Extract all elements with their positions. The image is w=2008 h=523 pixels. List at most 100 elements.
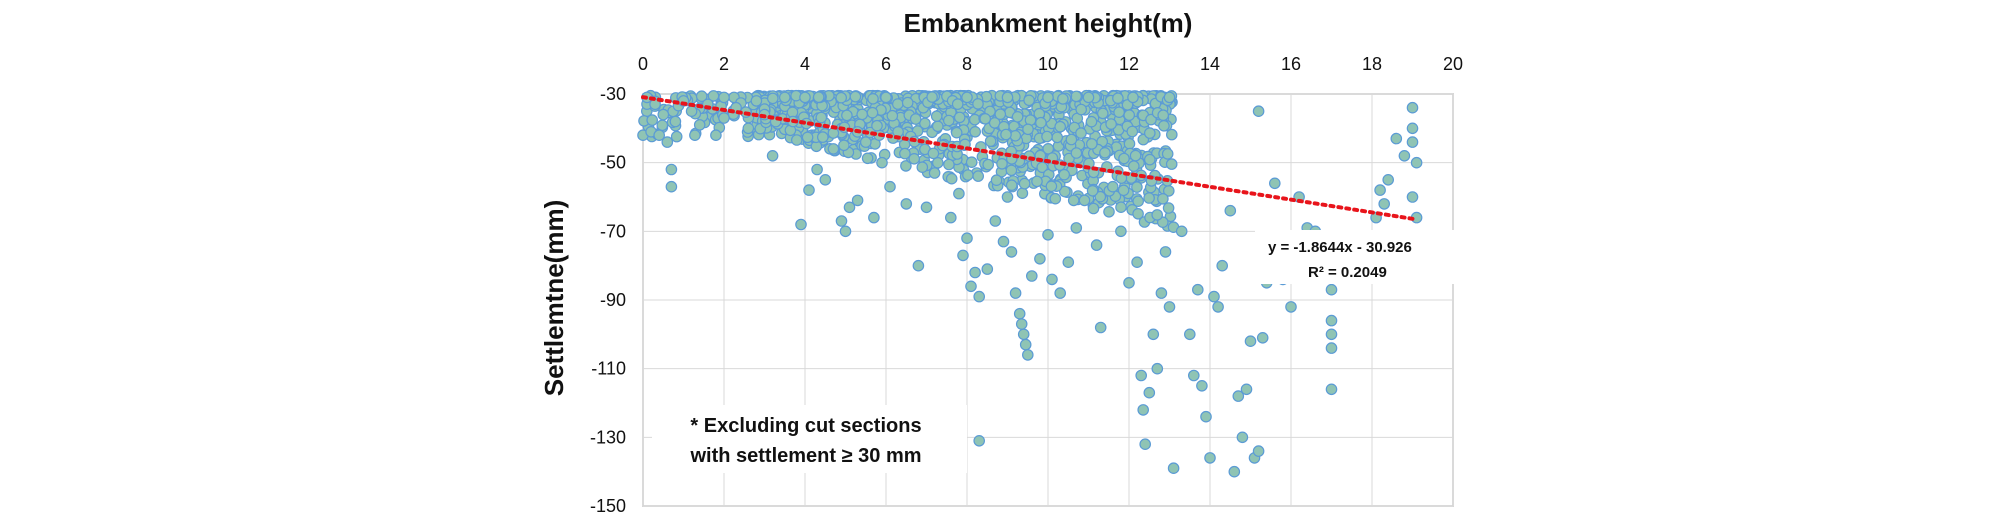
data-point bbox=[653, 129, 665, 141]
data-point bbox=[1118, 152, 1130, 165]
data-point bbox=[1117, 184, 1130, 197]
data-point bbox=[1167, 462, 1180, 474]
y-tick-label: -90 bbox=[600, 290, 626, 310]
data-point bbox=[1131, 181, 1143, 193]
data-point bbox=[1163, 301, 1176, 313]
data-point bbox=[1410, 156, 1423, 169]
data-point bbox=[1158, 120, 1170, 132]
data-point bbox=[1137, 404, 1149, 416]
data-point bbox=[1112, 92, 1124, 104]
data-point bbox=[953, 187, 965, 200]
data-point bbox=[1123, 137, 1136, 150]
data-point bbox=[861, 152, 874, 165]
data-point bbox=[1001, 191, 1014, 203]
x-tick-label: 14 bbox=[1200, 54, 1220, 74]
data-point bbox=[1406, 136, 1419, 148]
data-point bbox=[931, 120, 944, 133]
data-point bbox=[1382, 174, 1394, 186]
y-tick-label: -70 bbox=[600, 221, 626, 241]
data-point bbox=[931, 157, 944, 169]
data-point bbox=[1212, 301, 1224, 313]
data-point bbox=[1126, 125, 1139, 138]
data-point bbox=[1042, 143, 1054, 155]
x-tick-label: 12 bbox=[1119, 54, 1139, 74]
data-point bbox=[1147, 328, 1160, 341]
data-point bbox=[1144, 127, 1156, 139]
data-point bbox=[1406, 191, 1419, 203]
data-point bbox=[1031, 175, 1043, 188]
data-point bbox=[665, 180, 678, 193]
data-point bbox=[1151, 362, 1164, 375]
data-point bbox=[689, 129, 701, 141]
data-point bbox=[1005, 246, 1018, 258]
data-point bbox=[1026, 270, 1038, 282]
data-point bbox=[1200, 410, 1212, 423]
x-tick-label: 18 bbox=[1362, 54, 1382, 74]
data-point bbox=[1005, 164, 1018, 177]
data-point bbox=[1132, 208, 1144, 220]
data-point bbox=[856, 108, 868, 121]
data-point bbox=[1099, 147, 1111, 159]
data-point bbox=[1075, 127, 1087, 139]
data-point bbox=[899, 147, 911, 160]
data-point bbox=[1163, 91, 1176, 104]
data-point bbox=[766, 150, 779, 162]
data-point bbox=[795, 218, 807, 231]
trendline-equation: y = -1.8644x - 30.926 R² = 0.2049 bbox=[1255, 230, 1460, 284]
data-point bbox=[1078, 194, 1091, 207]
data-point bbox=[1325, 342, 1338, 354]
data-point bbox=[926, 91, 938, 103]
data-point bbox=[1244, 335, 1257, 347]
data-point bbox=[965, 156, 978, 168]
x-tick-label: 10 bbox=[1038, 54, 1058, 74]
data-point bbox=[1204, 452, 1216, 464]
data-point bbox=[1285, 301, 1297, 313]
data-point bbox=[1046, 273, 1058, 286]
x-tick-label: 8 bbox=[962, 54, 972, 74]
data-point bbox=[695, 90, 708, 102]
data-point bbox=[1184, 328, 1196, 341]
annotation-line-1: * Excluding cut sections bbox=[690, 415, 921, 437]
data-point bbox=[1049, 192, 1062, 205]
x-tick-label: 16 bbox=[1281, 54, 1301, 74]
data-point bbox=[1013, 307, 1026, 320]
data-point bbox=[816, 131, 829, 143]
data-point bbox=[1151, 209, 1163, 221]
data-point bbox=[742, 122, 755, 135]
data-point bbox=[835, 91, 847, 104]
data-point bbox=[1070, 90, 1082, 103]
data-point bbox=[961, 91, 973, 104]
data-point bbox=[811, 163, 823, 176]
data-point bbox=[1192, 283, 1204, 296]
data-point bbox=[961, 232, 973, 244]
data-point bbox=[962, 169, 974, 181]
data-point bbox=[1054, 120, 1066, 133]
data-point bbox=[943, 158, 955, 171]
annotation-box bbox=[652, 405, 967, 473]
data-point bbox=[900, 198, 913, 210]
data-point bbox=[1390, 132, 1403, 145]
data-point bbox=[1123, 276, 1135, 289]
data-point bbox=[1131, 256, 1143, 268]
data-point bbox=[1051, 131, 1063, 144]
data-point bbox=[996, 158, 1008, 170]
data-point bbox=[1166, 128, 1178, 141]
data-point bbox=[827, 143, 840, 155]
data-point bbox=[965, 280, 977, 293]
data-point bbox=[1325, 314, 1338, 327]
data-point bbox=[1161, 148, 1174, 160]
x-tick-label: 0 bbox=[638, 54, 648, 74]
annotation: * Excluding cut sections with settlement… bbox=[652, 405, 967, 473]
data-point bbox=[969, 266, 981, 279]
data-point bbox=[979, 113, 991, 125]
data-point bbox=[657, 108, 670, 121]
data-point bbox=[1240, 383, 1253, 396]
data-point bbox=[909, 113, 922, 125]
data-point bbox=[718, 91, 730, 104]
data-point bbox=[827, 127, 840, 139]
data-point bbox=[1018, 177, 1031, 190]
data-point bbox=[1009, 287, 1022, 299]
x-tick-labels: 0 2 4 6 8 10 12 14 16 18 20 bbox=[638, 54, 1463, 74]
data-point bbox=[1175, 225, 1188, 238]
equation-box bbox=[1255, 230, 1460, 284]
